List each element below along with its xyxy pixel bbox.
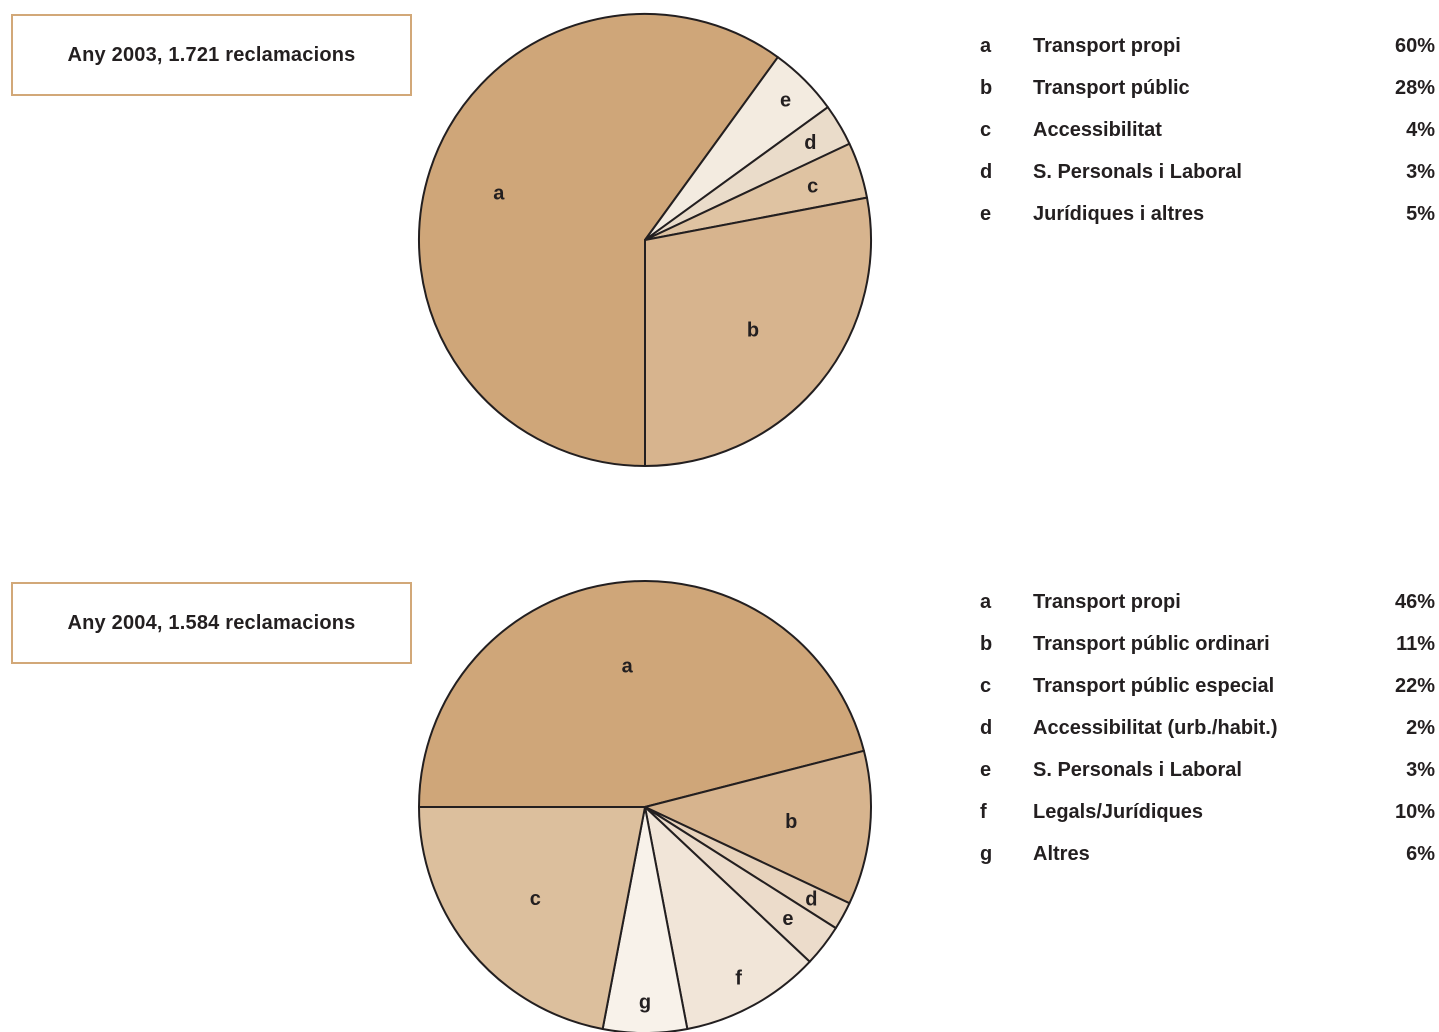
pie-slice-b <box>644 749 872 905</box>
pie-chart-2003: a edc b <box>418 13 872 467</box>
slice-label-b: b <box>747 319 759 341</box>
legend-row-e: e Jurídiques i altres 5% <box>980 203 1435 245</box>
pie-slice-a <box>418 13 779 467</box>
slice-label-e: e <box>782 908 793 930</box>
legend-row-a: a Transport propi 46% <box>980 591 1435 633</box>
legend-label: Altres <box>1033 843 1090 865</box>
legend-key: e <box>980 759 992 781</box>
legend-value: 3% <box>1406 759 1435 781</box>
slice-label-a: a <box>493 183 505 205</box>
legend-row-d: d S. Personals i Laboral 3% <box>980 161 1435 203</box>
legend-label: Legals/Jurídiques <box>1033 801 1204 823</box>
legend-row-f: f Legals/Jurídiques 10% <box>980 801 1435 843</box>
legend-label: Transport públic ordinari <box>1033 633 1270 655</box>
legend-key: e <box>980 203 992 225</box>
legend-value: 11% <box>1396 633 1435 655</box>
slice-label-d: d <box>805 889 817 911</box>
legend-label: Transport propi <box>1033 35 1181 57</box>
legend-key: a <box>980 35 992 57</box>
legend-value: 10% <box>1394 801 1435 823</box>
chart-title-2004: Any 2004, 1.584 reclamacions <box>11 582 412 664</box>
legend-key: d <box>980 161 993 183</box>
legend-label: Accessibilitat (urb./habit.) <box>1033 717 1278 739</box>
pie-slice-a <box>418 580 865 808</box>
legend-2004: a Transport propi 46% b Transport públic ord… <box>980 591 1435 885</box>
pie-slice-b <box>644 196 872 467</box>
legend-row-e: e S. Personals i Laboral 3% <box>980 759 1435 801</box>
legend-key: d <box>980 717 993 739</box>
legend-key: c <box>980 675 992 697</box>
legend-value: 2% <box>1406 717 1435 739</box>
legend-row-g: g Altres 6% <box>980 843 1435 885</box>
legend-key: g <box>980 843 993 865</box>
legend-row-c: c Transport públic especial 22% <box>980 675 1435 717</box>
legend-value: 6% <box>1406 843 1435 865</box>
slice-label-d: d <box>804 132 816 154</box>
legend-value: 22% <box>1394 675 1435 697</box>
legend-key: a <box>980 591 992 613</box>
legend-value: 60% <box>1394 35 1435 57</box>
legend-value: 46% <box>1394 591 1435 613</box>
legend-label: S. Personals i Laboral <box>1033 759 1242 781</box>
legend-value: 3% <box>1406 161 1435 183</box>
legend-value: 28% <box>1394 77 1435 99</box>
slice-label-c: c <box>530 888 541 910</box>
legend-value: 5% <box>1406 203 1435 225</box>
legend-key: b <box>980 633 993 655</box>
slice-label-f: f <box>735 967 742 989</box>
legend-label: Transport públic <box>1033 77 1190 99</box>
legend-key: c <box>980 119 992 141</box>
slice-label-g: g <box>639 991 651 1013</box>
slice-label-a: a <box>622 656 634 678</box>
legend-key: f <box>980 801 987 823</box>
pie-slice-f <box>644 806 811 1030</box>
legend-row-c: c Accessibilitat 4% <box>980 119 1435 161</box>
legend-label: Transport propi <box>1033 591 1181 613</box>
legend-row-d: d Accessibilitat (urb./habit.) 2% <box>980 717 1435 759</box>
pie-slice-c <box>418 806 646 1030</box>
legend-row-b: b Transport públic ordinari 11% <box>980 633 1435 675</box>
legend-row-a: a Transport propi 60% <box>980 35 1435 77</box>
slice-label-b: b <box>785 811 797 833</box>
slice-label-e: e <box>780 89 791 111</box>
legend-label: Accessibilitat <box>1033 119 1162 141</box>
legend-2003: a Transport propi 60% b Transport públic 28% c… <box>980 35 1435 245</box>
legend-row-b: b Transport públic 28% <box>980 77 1435 119</box>
legend-label: Transport públic especial <box>1033 675 1275 697</box>
legend-key: b <box>980 77 993 99</box>
legend-label: Jurídiques i altres <box>1033 203 1205 225</box>
slice-label-c: c <box>807 176 818 198</box>
legend-label: S. Personals i Laboral <box>1033 161 1242 183</box>
legend-value: 4% <box>1406 119 1435 141</box>
chart-title-2003: Any 2003, 1.721 reclamacions <box>11 14 412 96</box>
